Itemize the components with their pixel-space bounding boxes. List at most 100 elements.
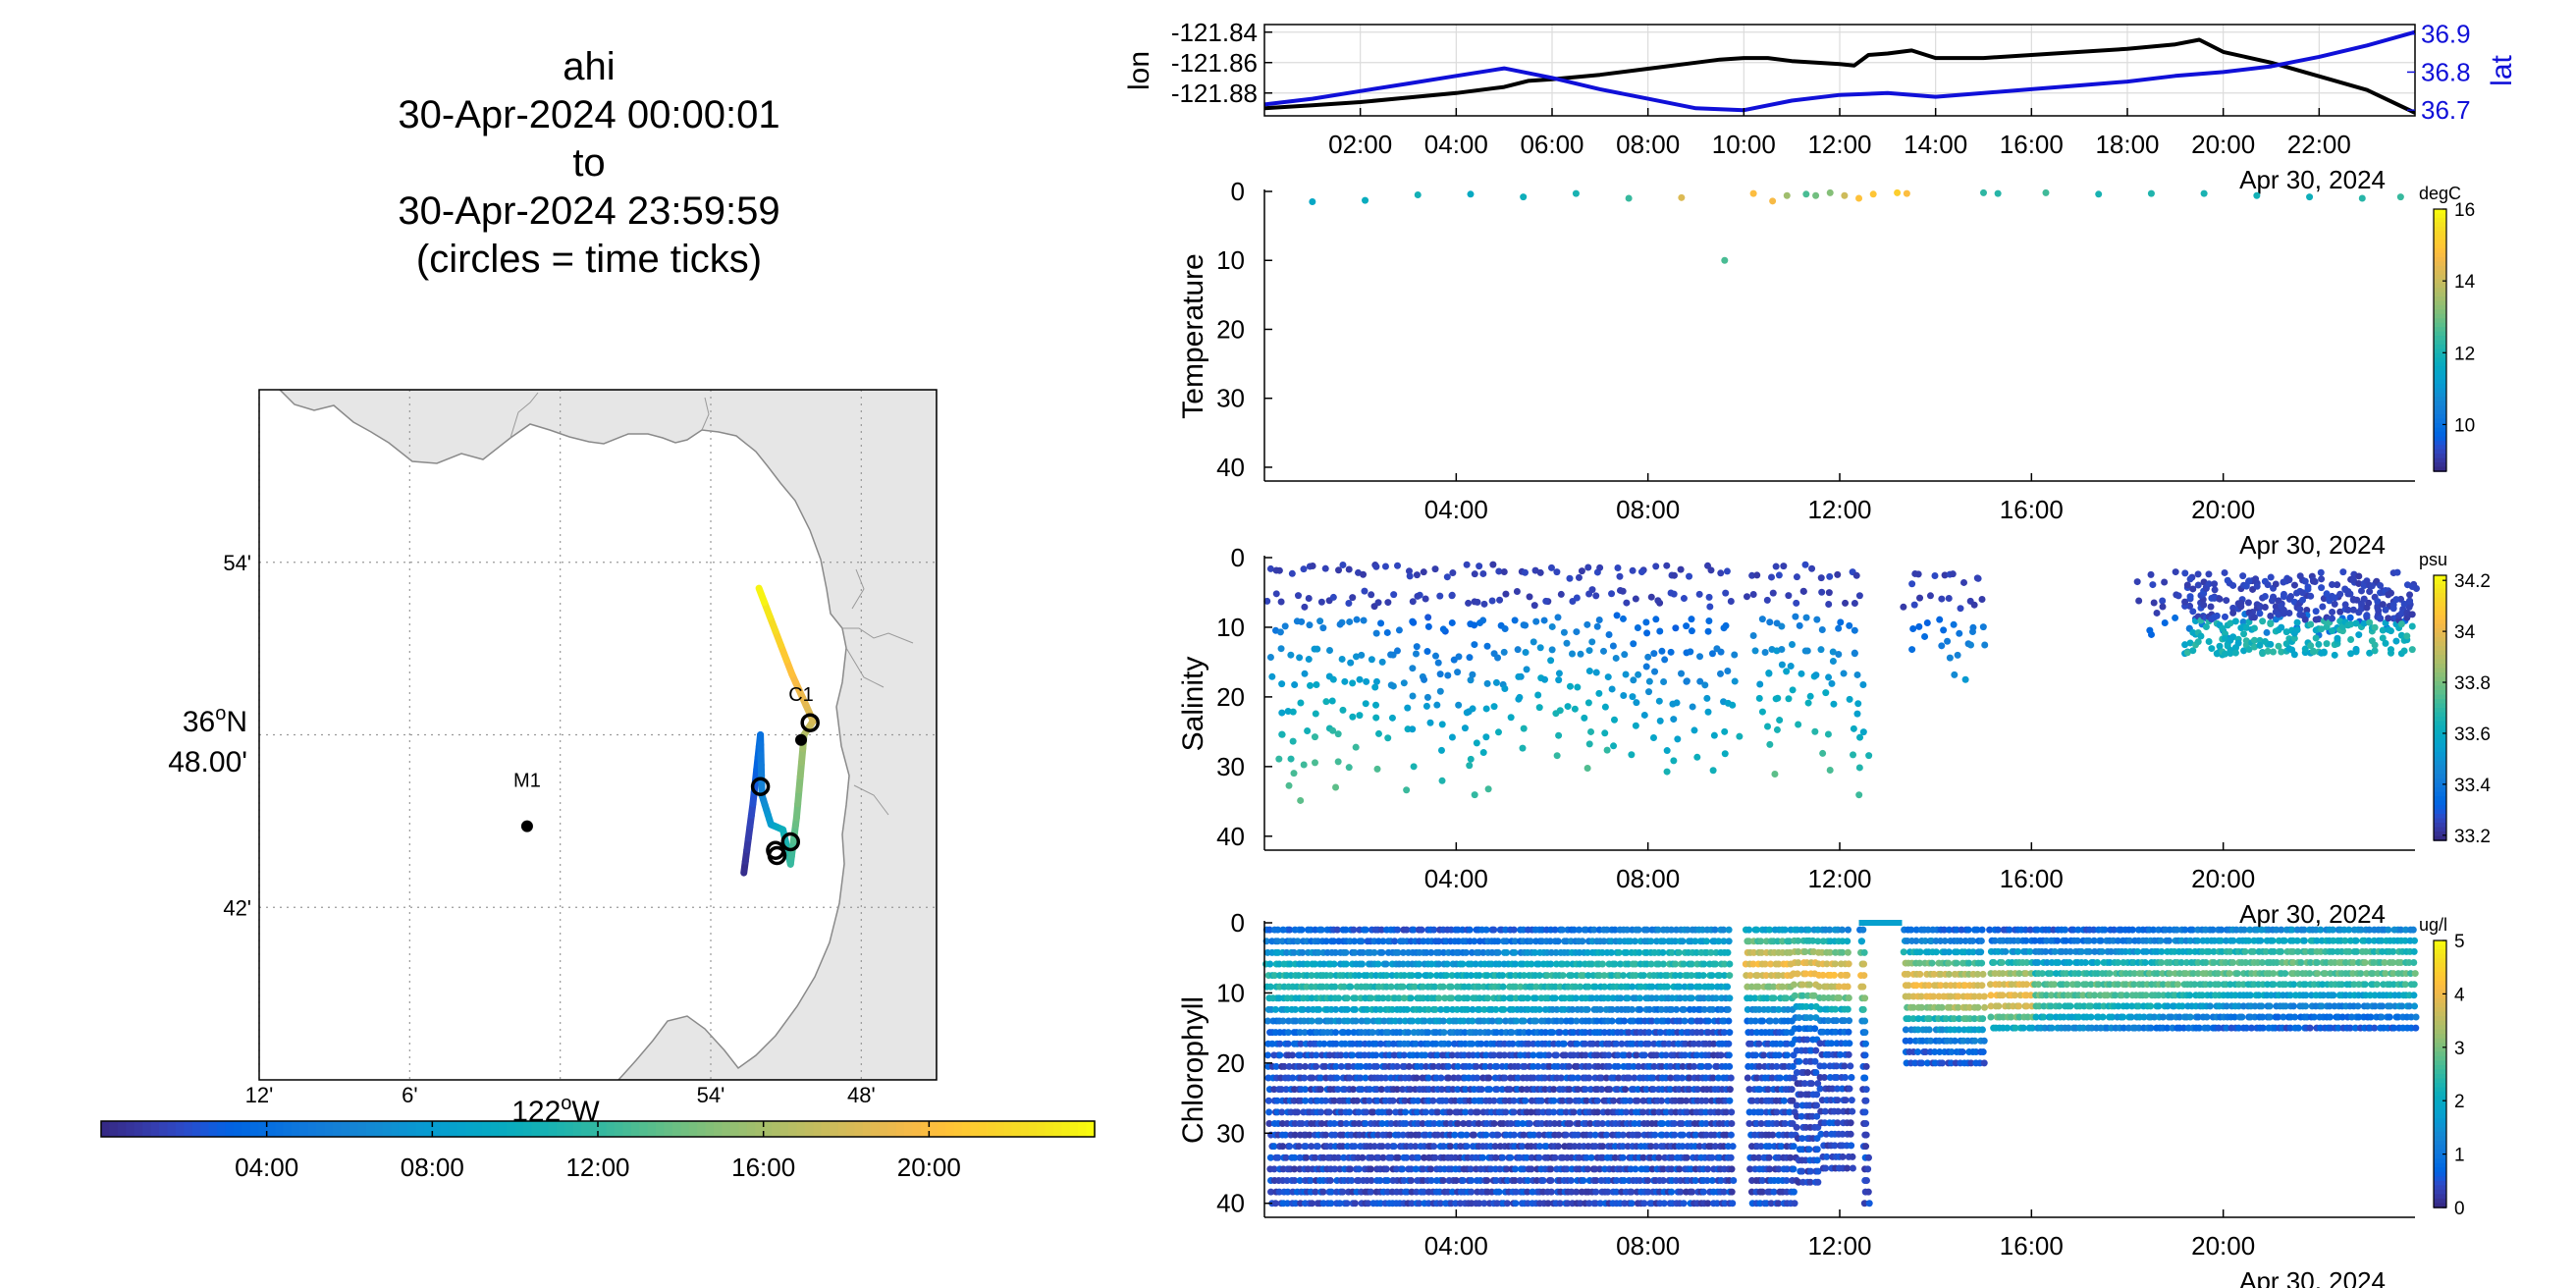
salinity-point (1423, 648, 1431, 656)
y-tick-label: 10 (1216, 613, 1245, 642)
salinity-point (1604, 673, 1612, 681)
lon-lat-x-tick-label: 14:00 (1904, 130, 1967, 159)
chlorophyll-point (1368, 994, 1375, 1002)
temperature-point (1572, 189, 1580, 197)
salinity-point (2387, 646, 2394, 654)
chlorophyll-point (1279, 1143, 1287, 1151)
colorbar-cell (705, 1121, 715, 1137)
salinity-point (1360, 617, 1368, 624)
chlorophyll-point (1267, 1188, 1275, 1196)
chlorophyll-point (1834, 1097, 1842, 1104)
salinity-point (2245, 645, 2253, 653)
colorbar-cell (382, 1121, 392, 1137)
salinity-point (1563, 639, 1571, 647)
chlorophyll-point (1376, 1200, 1384, 1208)
lon-lat-x-tick-label: 06:00 (1520, 130, 1583, 159)
salinity-point (1967, 641, 1975, 649)
chlorophyll-point (1332, 1005, 1340, 1013)
chlorophyll-point (1407, 994, 1415, 1002)
salinity-point (2237, 599, 2245, 607)
salinity-point (1811, 727, 1819, 735)
salinity-point (2405, 603, 2413, 611)
x-tick-label: 08:00 (1616, 495, 1680, 524)
colorbar-cell (572, 1121, 582, 1137)
time-tick-circle (750, 777, 771, 796)
salinity-point (1789, 686, 1797, 694)
salinity-point (2256, 641, 2264, 649)
salinity-point (2267, 613, 2275, 620)
colorbar-cell (134, 1121, 143, 1137)
salinity-point (1455, 653, 1463, 661)
chlorophyll-point (1368, 1177, 1375, 1184)
chlorophyll-point (1265, 1108, 1273, 1116)
salinity-point (1471, 641, 1478, 649)
salinity-point (2403, 632, 2411, 640)
chlorophyll-point (1729, 1200, 1737, 1208)
time-colorbar: 04:00 08:00 12:00 16:00 20:00 (100, 1120, 1096, 1182)
salinity-point (1595, 617, 1603, 624)
colorbar-cell (2434, 209, 2446, 215)
salinity-point (2363, 604, 2371, 612)
colorbar-cell (498, 1121, 509, 1137)
colorbar-cell (2434, 805, 2446, 811)
lon-lat-x-tick-label: 04:00 (1424, 130, 1488, 159)
salinity-point (1566, 574, 1574, 582)
salinity-point (1793, 573, 1800, 581)
colorbar-cell (275, 1121, 285, 1137)
chlorophyll-point (1378, 1143, 1386, 1151)
salinity-point (2267, 640, 2275, 648)
colorbar-cell (714, 1121, 724, 1137)
colorbar-cell (671, 1121, 682, 1137)
chlorophyll-point (1776, 1074, 1784, 1082)
salinity-point (2194, 570, 2202, 578)
colorbar-cell (2434, 252, 2446, 258)
salinity-point (1853, 671, 1861, 678)
salinity-point (1601, 703, 1609, 711)
chlorophyll-point (1396, 1029, 1404, 1037)
chlorophyll-point (1294, 938, 1302, 945)
chlorophyll-point (1298, 926, 1306, 934)
salinity-point (2309, 577, 2317, 585)
colorbar-cell (465, 1121, 475, 1137)
chlorophyll-point (1621, 1017, 1629, 1025)
salinity-point (2357, 587, 2365, 595)
salinity-point (1778, 622, 1786, 630)
colorbar-cell (772, 1121, 781, 1137)
temperature-point (1309, 198, 1316, 206)
colorbar-tick-label: 34 (2454, 622, 2476, 643)
chlorophyll-point (1374, 960, 1382, 968)
salinity-point (1381, 563, 1389, 570)
salinity-point (1621, 651, 1629, 659)
colorbar-cell (1061, 1121, 1071, 1137)
colorbar-cell (2434, 774, 2446, 779)
chlorophyll-point (1313, 1051, 1320, 1059)
lon-lat-x-tick-label: 22:00 (2287, 130, 2351, 159)
chlorophyll-point (1286, 1143, 1294, 1151)
chlorophyll-point (1379, 1154, 1387, 1161)
chlorophyll-point (1374, 1154, 1382, 1161)
chlorophyll-point (1704, 1165, 1712, 1173)
colorbar-cell (1011, 1121, 1021, 1137)
colorbar-cell (887, 1121, 897, 1137)
salinity-point (1356, 712, 1364, 720)
salinity-point (1421, 675, 1428, 683)
colorbar-cell (2434, 584, 2446, 590)
chlorophyll-point (1384, 1029, 1392, 1037)
salinity-point (1566, 682, 1574, 690)
salinity-point (2366, 649, 2374, 657)
salinity-point (1593, 622, 1601, 630)
salinity-point (2304, 583, 2312, 591)
colorbar-cell (2434, 384, 2446, 390)
colorbar-tick-label: 33.2 (2454, 827, 2491, 847)
salinity-point (2221, 613, 2228, 620)
colorbar-cell (266, 1121, 276, 1137)
colorbar-cell (349, 1121, 359, 1137)
salinity-point (2189, 585, 2197, 593)
colorbar-cell (2434, 747, 2446, 753)
chlorophyll-point (1755, 1040, 1763, 1047)
colorbar-cell (2434, 270, 2446, 276)
salinity-point (1526, 593, 1533, 601)
salinity-point (1394, 562, 1402, 569)
chlorophyll-point (1663, 983, 1671, 991)
